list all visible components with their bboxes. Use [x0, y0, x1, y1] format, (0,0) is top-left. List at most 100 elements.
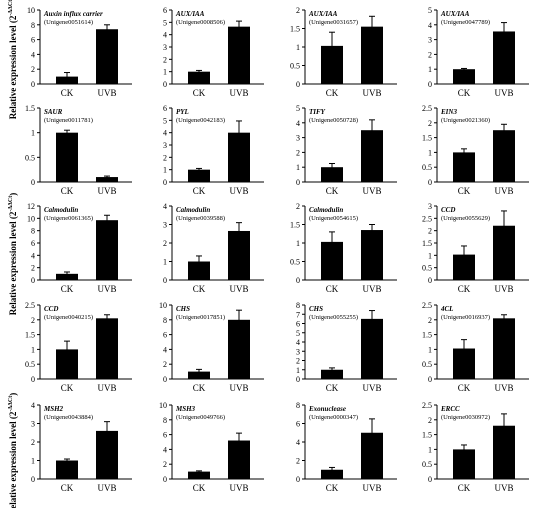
y-tick-label: 0 [296, 475, 300, 484]
bar-ck [321, 469, 343, 479]
y-tick-label: 0 [31, 475, 35, 484]
y-tick-label: 2 [296, 202, 300, 211]
bar-ck [321, 369, 343, 379]
category-label-ck: CK [61, 284, 74, 294]
y-tick-label: 2 [428, 119, 432, 128]
category-label-uvb: UVB [494, 483, 513, 493]
panel-title: AUX/IAA [440, 10, 470, 18]
bar-ck [321, 241, 343, 280]
category-label-uvb: UVB [362, 88, 381, 98]
y-tick-label: 0 [31, 276, 35, 285]
y-tick-label: 1 [163, 166, 167, 175]
y-tick-label: 6 [31, 36, 35, 45]
category-label-uvb: UVB [97, 284, 116, 294]
panel-subtitle: (Unigene0040215) [44, 314, 93, 321]
y-tick-label: 1.5 [422, 239, 432, 248]
bar-uvb [96, 430, 118, 479]
panel-title: AUX/IAA [308, 10, 338, 18]
bar-ck [188, 471, 210, 479]
category-label-ck: CK [458, 383, 471, 393]
panel-title: MSH2 [43, 405, 64, 413]
y-tick-label: 8 [163, 416, 167, 425]
panel-subtitle: (Unigene0054615) [309, 215, 358, 222]
chart-panel-6: 0 1 2 3 4 5 6 PYL(Unigene0042183) CK UVB [163, 104, 264, 196]
panel-title: Calmodulin [176, 206, 210, 214]
category-label-ck: CK [326, 186, 339, 196]
y-tick-label: 0 [296, 178, 300, 187]
y-tick-label: 1 [428, 65, 432, 74]
y-tick-label: 2.5 [25, 301, 35, 310]
y-tick-label: 0.5 [25, 153, 35, 162]
category-label-uvb: UVB [494, 186, 513, 196]
y-tick-label: 0 [428, 276, 432, 285]
panel-subtitle: (Unigene0061365) [44, 215, 93, 222]
y-tick-label: 0 [31, 178, 35, 187]
y-tick-label: 0 [163, 80, 167, 89]
y-tick-label: 1.5 [422, 331, 432, 340]
bar-uvb [96, 318, 118, 379]
bar-ck [188, 261, 210, 280]
panel-subtitle: (Unigene0055629) [441, 215, 490, 222]
y-tick-label: 5 [296, 104, 300, 113]
category-label-uvb: UVB [494, 88, 513, 98]
bar-ck [188, 371, 210, 379]
chart-panel-4: 0 1 2 3 4 5 AUX/IAA(Unigene0047789) CK UVB [428, 6, 529, 98]
y-tick-label: 0.5 [422, 163, 432, 172]
y-tick-label: 3 [428, 202, 432, 211]
y-tick-label: 0 [163, 276, 167, 285]
category-label-uvb: UVB [97, 483, 116, 493]
bar-uvb [96, 220, 118, 280]
category-label-uvb: UVB [97, 88, 116, 98]
chart-panel-1: 0 2 4 6 8 10 Auxin influx carrier(Unigene00516… [27, 6, 132, 98]
y-tick-label: 0 [428, 178, 432, 187]
y-tick-label: 4 [31, 50, 35, 59]
chart-panel-17: 0 1 2 3 4 MSH2(Unigene0043884) CK UVB [31, 401, 132, 493]
bar-ck [321, 167, 343, 182]
bar-uvb [361, 130, 383, 182]
panel-title: Auxin influx carrier [43, 10, 103, 18]
bar-ck [56, 349, 78, 379]
panel-title: CHS [176, 305, 190, 313]
y-tick-label: 6 [163, 331, 167, 340]
y-tick-label: 8 [31, 21, 35, 30]
category-label-ck: CK [326, 88, 339, 98]
panel-subtitle: (Unigene0000347) [309, 414, 358, 421]
category-label-ck: CK [193, 383, 206, 393]
panel-title: Calmodulin [44, 206, 78, 214]
panel-subtitle: (Unigene0017851) [176, 314, 225, 321]
y-tick-label: 8 [163, 316, 167, 325]
chart-panel-13: 0 0.5 1 1.5 2 2.5 CCD(Unigene0040215) CK UVB [25, 301, 132, 393]
y-tick-label: 0.5 [25, 360, 35, 369]
y-tick-label: 8 [296, 401, 300, 410]
category-label-uvb: UVB [229, 483, 248, 493]
y-tick-label: 5 [163, 116, 167, 125]
y-tick-label: 4 [296, 338, 300, 347]
bar-ck [56, 273, 78, 280]
panel-title: PYL [176, 108, 189, 116]
y-tick-label: 5 [296, 329, 300, 338]
y-tick-label: 7 [296, 310, 300, 319]
y-tick-label: 0 [296, 276, 300, 285]
category-label-ck: CK [326, 383, 339, 393]
chart-panel-8: 0 0.5 1 1.5 2 2.5 EIN3(Unigene0021360) CK UVB [422, 104, 529, 196]
y-tick-label: 1 [31, 129, 35, 138]
y-tick-label: 1 [31, 345, 35, 354]
y-tick-label: 2.5 [422, 301, 432, 310]
y-tick-label: 2.5 [422, 214, 432, 223]
y-tick-label: 4 [31, 251, 35, 260]
bar-uvb [361, 318, 383, 379]
y-tick-label: 6 [296, 320, 300, 329]
panel-title: 4CL [440, 305, 453, 313]
category-label-ck: CK [193, 284, 206, 294]
panel-title: Calmodulin [309, 206, 343, 214]
y-tick-label: 4 [163, 345, 167, 354]
row-ylabels: Relative expression level (2-ΔΔCt) Relat… [8, 0, 18, 508]
panel-subtitle: (Unigene0042183) [176, 117, 225, 124]
y-tick-label: 2 [31, 316, 35, 325]
panel-subtitle: (Unigene0031657) [309, 19, 358, 26]
y-tick-label: 5 [428, 6, 432, 15]
bar-uvb [361, 432, 383, 479]
category-label-uvb: UVB [229, 383, 248, 393]
category-label-uvb: UVB [362, 186, 381, 196]
